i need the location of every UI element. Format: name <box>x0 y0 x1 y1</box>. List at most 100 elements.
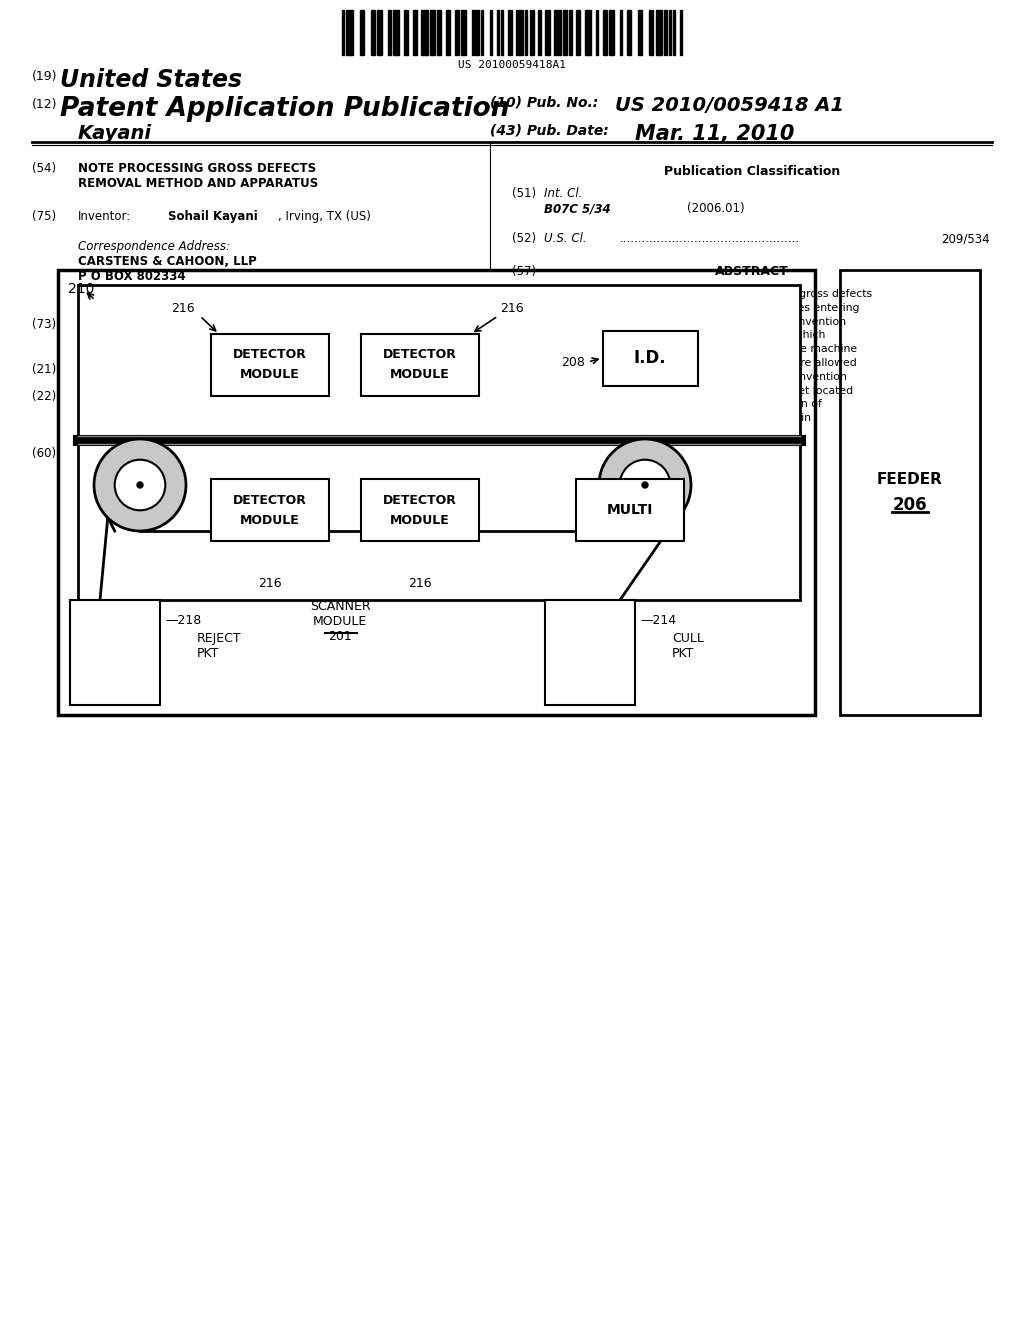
Text: 201: 201 <box>328 630 352 643</box>
Text: 216: 216 <box>258 577 282 590</box>
Text: DETECTOR: DETECTOR <box>383 348 457 362</box>
Circle shape <box>94 440 186 531</box>
Text: Mar. 11, 2010: Mar. 11, 2010 <box>635 124 795 144</box>
Text: to continue down the note path for processing. The invention: to continue down the note path for proce… <box>512 372 847 381</box>
Text: , Irving,: , Irving, <box>348 318 393 331</box>
Text: detects notes having gross defects that could jam the machine: detects notes having gross defects that … <box>512 345 857 354</box>
Text: Patent Application Publication: Patent Application Publication <box>60 96 510 121</box>
Text: 216: 216 <box>171 302 195 315</box>
Text: 216: 216 <box>409 577 432 590</box>
Text: if such defects were note detected and the notes were allowed: if such defects were note detected and t… <box>512 358 857 368</box>
Bar <box>516 11 523 55</box>
Bar <box>58 271 815 715</box>
Text: (57): (57) <box>512 265 537 279</box>
Text: involves the use of a gross defect detector module which: involves the use of a gross defect detec… <box>512 330 825 341</box>
Bar <box>575 479 684 541</box>
Text: the primary detection function of the machine. The invention: the primary detection function of the ma… <box>512 317 846 326</box>
Text: MODULE: MODULE <box>240 368 300 381</box>
Bar <box>422 11 428 55</box>
Bar <box>545 11 550 55</box>
Text: Kayani: Kayani <box>78 124 152 143</box>
Text: Correspondence Address:: Correspondence Address: <box>78 240 230 253</box>
Bar <box>437 11 441 55</box>
Text: P O BOX 802334: P O BOX 802334 <box>78 271 185 282</box>
Bar <box>211 334 329 396</box>
Circle shape <box>115 459 165 511</box>
Text: (60): (60) <box>32 447 56 459</box>
Text: 210: 210 <box>68 282 94 296</box>
Text: B07C 5/34: B07C 5/34 <box>544 202 610 215</box>
Bar <box>525 11 527 55</box>
Bar <box>371 11 375 55</box>
Bar <box>569 11 571 55</box>
Bar <box>554 11 560 55</box>
Text: DETECTOR: DETECTOR <box>383 494 457 507</box>
Bar <box>430 11 435 55</box>
Text: Int. Cl.: Int. Cl. <box>544 187 583 201</box>
Text: 206: 206 <box>893 496 928 513</box>
Circle shape <box>137 482 143 488</box>
Text: Publication Classification: Publication Classification <box>664 165 840 178</box>
Text: (51): (51) <box>512 187 537 201</box>
Bar <box>609 11 613 55</box>
Bar <box>508 11 512 55</box>
Bar <box>545 599 635 705</box>
Text: I.D.: I.D. <box>634 348 667 367</box>
Text: PKT: PKT <box>197 647 219 660</box>
Text: DALLAS, TX 75380 (US): DALLAS, TX 75380 (US) <box>78 285 233 298</box>
Text: ................................................: ........................................… <box>620 232 800 246</box>
Bar <box>78 285 800 601</box>
Text: MODULE: MODULE <box>313 615 368 628</box>
Bar <box>497 11 499 55</box>
Text: MODULE: MODULE <box>240 513 300 527</box>
Bar <box>481 11 483 55</box>
Text: TX (US): TX (US) <box>168 333 212 346</box>
Bar <box>577 11 581 55</box>
Bar <box>359 11 365 55</box>
Text: DETECTOR: DETECTOR <box>233 348 307 362</box>
Text: from a currency processing machine prior to the notes entering: from a currency processing machine prior… <box>512 302 859 313</box>
Bar <box>501 11 503 55</box>
Text: U.S. Cl.: U.S. Cl. <box>544 232 587 246</box>
Text: Non Linear Concepts, Inc.: Non Linear Concepts, Inc. <box>168 318 339 331</box>
Text: FEEDER: FEEDER <box>878 473 943 487</box>
Bar <box>602 11 607 55</box>
Text: MULTI: MULTI <box>607 503 653 517</box>
Text: (75): (75) <box>32 210 56 223</box>
Bar <box>840 271 980 715</box>
Bar <box>627 11 631 55</box>
Bar <box>669 11 671 55</box>
Text: Sep. 9, 2009: Sep. 9, 2009 <box>168 389 251 403</box>
Text: (10) Pub. No.:: (10) Pub. No.: <box>490 96 598 110</box>
Bar <box>665 11 667 55</box>
Bar <box>388 11 390 55</box>
Bar <box>403 11 409 55</box>
Text: Provisional application No. 61/096,194, filed on Sep.: Provisional application No. 61/096,194, … <box>78 447 386 459</box>
Text: notes identified as rejects during the subsequent main: notes identified as rejects during the s… <box>512 413 811 424</box>
Text: 12/556,370: 12/556,370 <box>168 363 236 376</box>
Text: Filed:: Filed: <box>78 389 110 403</box>
Bar <box>346 11 353 55</box>
Text: Appl. No.:: Appl. No.: <box>78 363 135 376</box>
Text: 208: 208 <box>561 355 585 368</box>
Text: CULL: CULL <box>672 632 703 645</box>
Text: (73): (73) <box>32 318 56 331</box>
Bar <box>211 479 329 541</box>
Text: ABSTRACT: ABSTRACT <box>715 265 788 279</box>
Text: (19): (19) <box>32 70 57 83</box>
Bar <box>445 11 451 55</box>
Bar <box>361 334 479 396</box>
Bar <box>461 11 466 55</box>
Bar <box>680 11 682 55</box>
Text: SCANNER: SCANNER <box>309 601 371 612</box>
Text: Inventor:: Inventor: <box>78 210 131 223</box>
Bar <box>539 11 541 55</box>
Text: REMOVAL METHOD AND APPARATUS: REMOVAL METHOD AND APPARATUS <box>78 177 318 190</box>
Bar <box>472 11 479 55</box>
Text: Sohail Kayani: Sohail Kayani <box>168 210 258 223</box>
Text: (43) Pub. Date:: (43) Pub. Date: <box>490 124 608 139</box>
Bar <box>455 11 459 55</box>
Bar <box>673 11 676 55</box>
Text: A method and apparatus for removing notes having gross defects: A method and apparatus for removing note… <box>512 289 872 300</box>
Text: , Irving, TX (US): , Irving, TX (US) <box>278 210 371 223</box>
